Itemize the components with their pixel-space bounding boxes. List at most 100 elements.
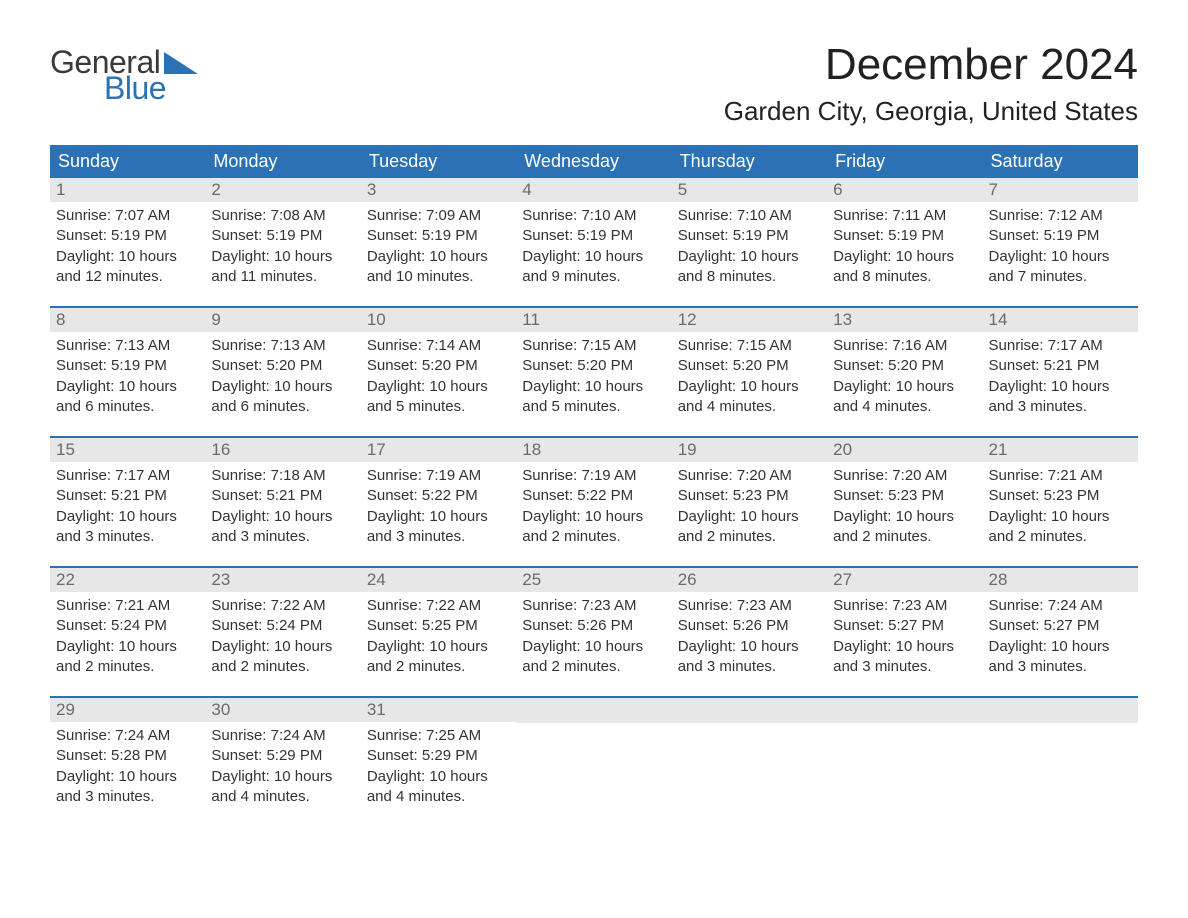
sunset-text: Sunset: 5:23 PM (989, 486, 1132, 506)
day-number: 2 (205, 178, 360, 202)
day-details: Sunrise: 7:07 AMSunset: 5:19 PMDaylight:… (50, 202, 205, 297)
sunrise-text: Sunrise: 7:08 AM (211, 206, 354, 226)
sunrise-text: Sunrise: 7:20 AM (678, 466, 821, 486)
day-number: 16 (205, 438, 360, 462)
logo: General Blue (50, 40, 198, 104)
day-cell: 19Sunrise: 7:20 AMSunset: 5:23 PMDayligh… (672, 438, 827, 564)
sunset-text: Sunset: 5:21 PM (989, 356, 1132, 376)
daylight-text: Daylight: 10 hours and 4 minutes. (211, 767, 354, 808)
daylight-text: Daylight: 10 hours and 8 minutes. (678, 247, 821, 288)
day-number: 25 (516, 568, 671, 592)
sunrise-text: Sunrise: 7:14 AM (367, 336, 510, 356)
day-cell: 24Sunrise: 7:22 AMSunset: 5:25 PMDayligh… (361, 568, 516, 694)
sunrise-text: Sunrise: 7:25 AM (367, 726, 510, 746)
day-details: Sunrise: 7:20 AMSunset: 5:23 PMDaylight:… (672, 462, 827, 557)
day-details: Sunrise: 7:14 AMSunset: 5:20 PMDaylight:… (361, 332, 516, 427)
day-cell: 27Sunrise: 7:23 AMSunset: 5:27 PMDayligh… (827, 568, 982, 694)
day-cell: 26Sunrise: 7:23 AMSunset: 5:26 PMDayligh… (672, 568, 827, 694)
day-number: 17 (361, 438, 516, 462)
sunset-text: Sunset: 5:19 PM (56, 356, 199, 376)
day-number (516, 698, 671, 723)
day-details: Sunrise: 7:17 AMSunset: 5:21 PMDaylight:… (50, 462, 205, 557)
sunrise-text: Sunrise: 7:17 AM (56, 466, 199, 486)
sunset-text: Sunset: 5:19 PM (989, 226, 1132, 246)
sunset-text: Sunset: 5:22 PM (522, 486, 665, 506)
header: General Blue December 2024 Garden City, … (50, 40, 1138, 127)
daylight-text: Daylight: 10 hours and 3 minutes. (678, 637, 821, 678)
day-number: 10 (361, 308, 516, 332)
day-number: 11 (516, 308, 671, 332)
day-cell: 16Sunrise: 7:18 AMSunset: 5:21 PMDayligh… (205, 438, 360, 564)
day-cell: 15Sunrise: 7:17 AMSunset: 5:21 PMDayligh… (50, 438, 205, 564)
daylight-text: Daylight: 10 hours and 9 minutes. (522, 247, 665, 288)
weekday-label: Saturday (983, 145, 1138, 178)
sunrise-text: Sunrise: 7:21 AM (56, 596, 199, 616)
daylight-text: Daylight: 10 hours and 2 minutes. (56, 637, 199, 678)
sunrise-text: Sunrise: 7:16 AM (833, 336, 976, 356)
weekday-label: Sunday (50, 145, 205, 178)
day-number: 15 (50, 438, 205, 462)
day-cell: 13 Sunrise: 7:16 AMSunset: 5:20 PMDayligh… (827, 308, 982, 434)
day-number: 4 (516, 178, 671, 202)
sunset-text: Sunset: 5:28 PM (56, 746, 199, 766)
sunset-text: Sunset: 5:19 PM (833, 226, 976, 246)
day-cell (827, 698, 982, 824)
daylight-text: Daylight: 10 hours and 6 minutes. (211, 377, 354, 418)
sunset-text: Sunset: 5:20 PM (833, 356, 976, 376)
daylight-text: Daylight: 10 hours and 7 minutes. (989, 247, 1132, 288)
sunrise-text: Sunrise: 7:18 AM (211, 466, 354, 486)
sunset-text: Sunset: 5:22 PM (367, 486, 510, 506)
daylight-text: Daylight: 10 hours and 3 minutes. (833, 637, 976, 678)
daylight-text: Daylight: 10 hours and 3 minutes. (989, 637, 1132, 678)
sunrise-text: Sunrise: 7:15 AM (678, 336, 821, 356)
day-details: Sunrise: 7:23 AMSunset: 5:26 PMDaylight:… (516, 592, 671, 687)
daylight-text: Daylight: 10 hours and 2 minutes. (678, 507, 821, 548)
daylight-text: Daylight: 10 hours and 4 minutes. (833, 377, 976, 418)
day-number: 29 (50, 698, 205, 722)
day-cell (983, 698, 1138, 824)
sunrise-text: Sunrise: 7:15 AM (522, 336, 665, 356)
day-cell: 9Sunrise: 7:13 AMSunset: 5:20 PMDaylight… (205, 308, 360, 434)
day-number: 27 (827, 568, 982, 592)
day-number: 31 (361, 698, 516, 722)
sunset-text: Sunset: 5:24 PM (56, 616, 199, 636)
sunset-text: Sunset: 5:21 PM (56, 486, 199, 506)
sunset-text: Sunset: 5:29 PM (367, 746, 510, 766)
day-cell: 14Sunrise: 7:17 AMSunset: 5:21 PMDayligh… (983, 308, 1138, 434)
sunrise-text: Sunrise: 7:22 AM (211, 596, 354, 616)
sunset-text: Sunset: 5:29 PM (211, 746, 354, 766)
weekday-label: Wednesday (516, 145, 671, 178)
sunset-text: Sunset: 5:23 PM (833, 486, 976, 506)
day-details: Sunrise: 7:12 AMSunset: 5:19 PMDaylight:… (983, 202, 1138, 297)
sunset-text: Sunset: 5:19 PM (367, 226, 510, 246)
sunrise-text: Sunrise: 7:19 AM (522, 466, 665, 486)
location: Garden City, Georgia, United States (724, 96, 1138, 127)
day-details: Sunrise: 7:10 AMSunset: 5:19 PMDaylight:… (516, 202, 671, 297)
sunrise-text: Sunrise: 7:22 AM (367, 596, 510, 616)
day-number: 13 (827, 308, 982, 332)
day-cell: 10Sunrise: 7:14 AMSunset: 5:20 PMDayligh… (361, 308, 516, 434)
sunrise-text: Sunrise: 7:09 AM (367, 206, 510, 226)
sunrise-text: Sunrise: 7:07 AM (56, 206, 199, 226)
daylight-text: Daylight: 10 hours and 5 minutes. (367, 377, 510, 418)
sunrise-text: Sunrise: 7:24 AM (56, 726, 199, 746)
sunset-text: Sunset: 5:20 PM (211, 356, 354, 376)
day-cell: 1Sunrise: 7:07 AMSunset: 5:19 PMDaylight… (50, 178, 205, 304)
day-cell: 7Sunrise: 7:12 AMSunset: 5:19 PMDaylight… (983, 178, 1138, 304)
day-cell: 5Sunrise: 7:10 AMSunset: 5:19 PMDaylight… (672, 178, 827, 304)
day-details: Sunrise: 7:21 AMSunset: 5:23 PMDaylight:… (983, 462, 1138, 557)
day-cell: 18Sunrise: 7:19 AMSunset: 5:22 PMDayligh… (516, 438, 671, 564)
day-details: Sunrise: 7:22 AMSunset: 5:24 PMDaylight:… (205, 592, 360, 687)
day-number: 22 (50, 568, 205, 592)
day-cell: 6Sunrise: 7:11 AMSunset: 5:19 PMDaylight… (827, 178, 982, 304)
day-number: 19 (672, 438, 827, 462)
day-cell: 30Sunrise: 7:24 AMSunset: 5:29 PMDayligh… (205, 698, 360, 824)
day-number: 1 (50, 178, 205, 202)
sunrise-text: Sunrise: 7:21 AM (989, 466, 1132, 486)
daylight-text: Daylight: 10 hours and 2 minutes. (522, 637, 665, 678)
daylight-text: Daylight: 10 hours and 3 minutes. (211, 507, 354, 548)
daylight-text: Daylight: 10 hours and 5 minutes. (522, 377, 665, 418)
sunrise-text: Sunrise: 7:23 AM (833, 596, 976, 616)
sunset-text: Sunset: 5:19 PM (56, 226, 199, 246)
day-details: Sunrise: 7:09 AMSunset: 5:19 PMDaylight:… (361, 202, 516, 297)
